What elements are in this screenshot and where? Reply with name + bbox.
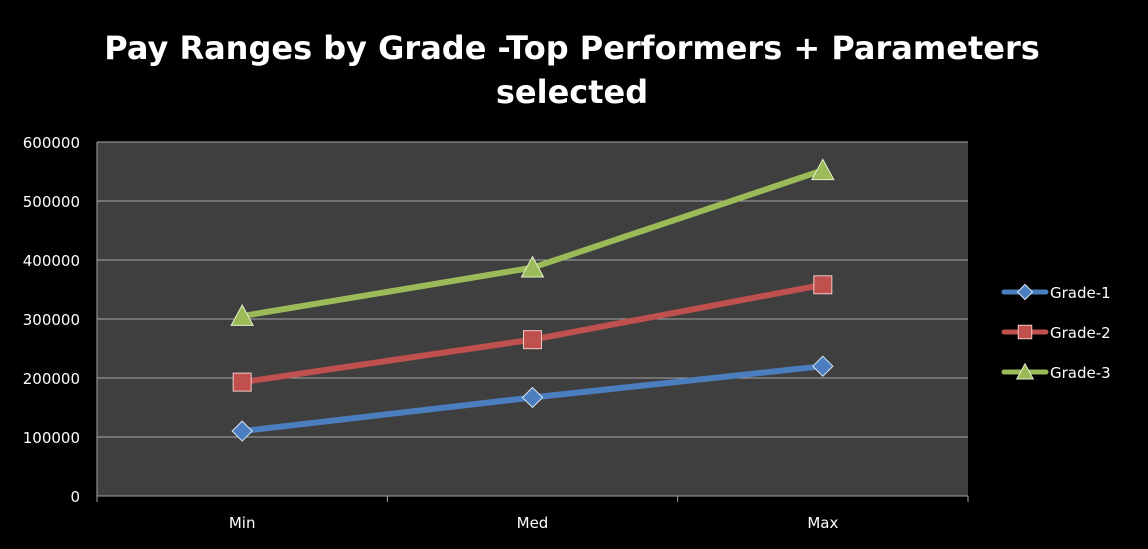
x-tick-label: Med [517, 514, 549, 532]
legend-item-grade-3: Grade-3 [1001, 362, 1111, 382]
x-tick-label: Max [807, 514, 838, 532]
legend-label: Grade-1 [1050, 284, 1111, 302]
chart-title: Pay Ranges by Grade -Top Performers + Pa… [104, 29, 1040, 111]
legend-item-grade-2: Grade-2 [1001, 324, 1111, 342]
legend-label: Grade-3 [1050, 364, 1111, 382]
data-point-grade-1 [812, 355, 834, 377]
data-point-grade-1 [231, 420, 253, 442]
x-tick-label: Min [229, 514, 256, 532]
y-tick-label: 500000 [23, 193, 80, 211]
legend: Grade-1 Grade-2 Grade-3 [1001, 283, 1111, 382]
legend-marker-icon [1015, 362, 1035, 380]
y-tick-label: 200000 [23, 370, 80, 388]
data-point-grade-3 [810, 158, 835, 181]
y-tick-label: 300000 [23, 311, 80, 329]
data-point-grade-3 [520, 255, 545, 278]
data-point-grade-3 [230, 303, 255, 326]
data-point-grade-1 [521, 386, 544, 409]
y-tick-label: 100000 [23, 429, 80, 447]
data-point-grade-2 [523, 330, 542, 350]
y-tick-label: 400000 [23, 252, 80, 270]
legend-label: Grade-2 [1050, 324, 1111, 342]
y-tick-label: 600000 [23, 134, 80, 152]
legend-marker-icon [1017, 324, 1033, 340]
data-point-grade-2 [813, 275, 833, 295]
legend-marker-icon [1016, 283, 1034, 301]
y-tick-label: 0 [70, 488, 80, 506]
legend-item-grade-1: Grade-1 [1001, 283, 1111, 302]
data-point-grade-2 [232, 372, 252, 392]
